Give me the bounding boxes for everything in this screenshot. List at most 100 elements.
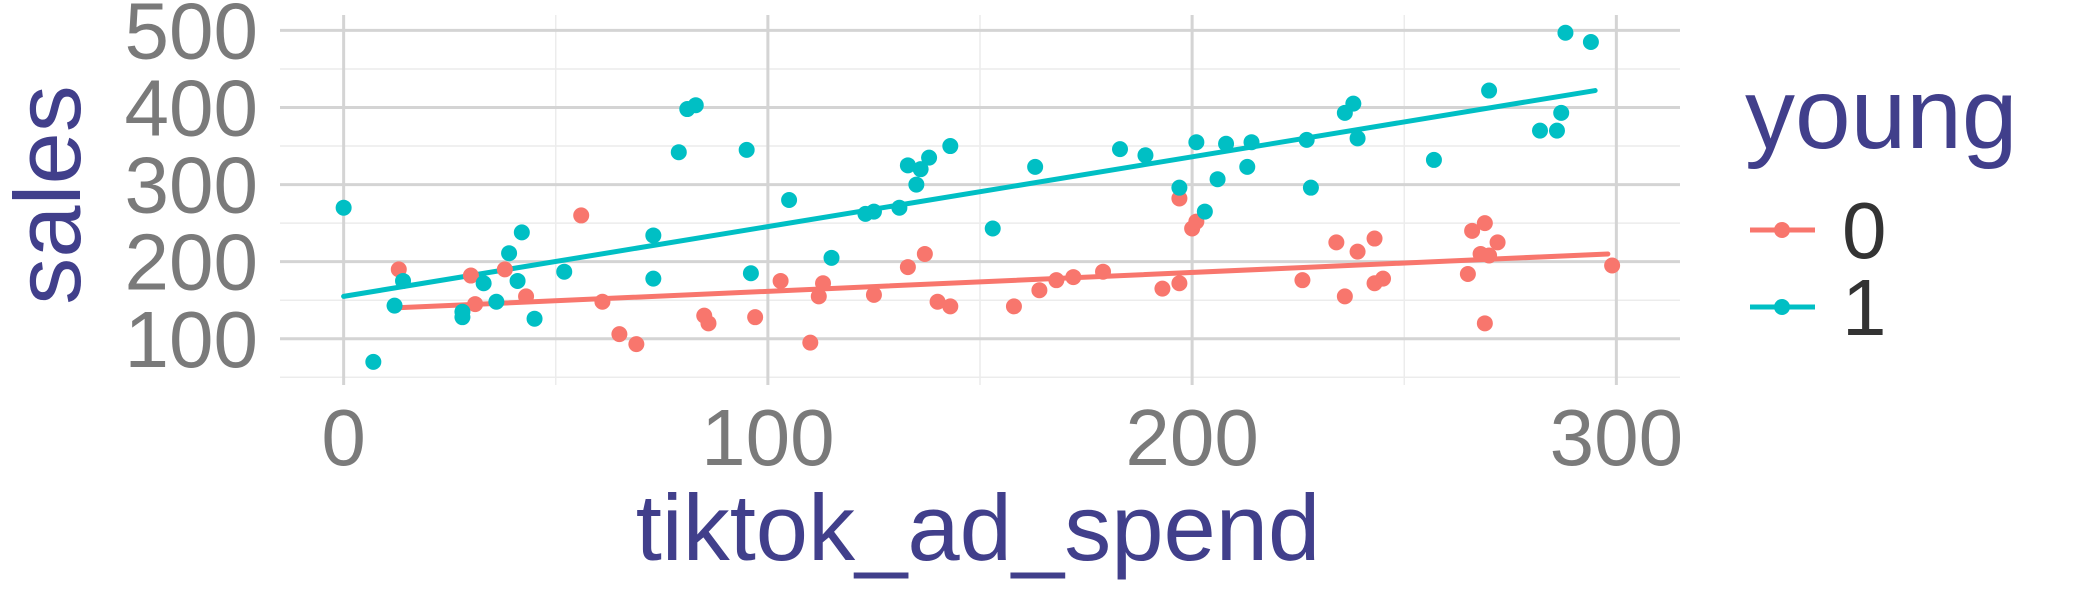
- data-point-series-1: [899, 157, 916, 174]
- data-point-series-1: [1349, 130, 1366, 147]
- data-point-series-0: [747, 309, 764, 326]
- legend-key-dot: [1774, 222, 1790, 238]
- data-point-series-0: [929, 293, 946, 310]
- data-point-series-0: [1604, 257, 1621, 274]
- x-tick-label: 300: [1550, 393, 1683, 482]
- data-point-series-1: [335, 199, 352, 216]
- data-point-series-0: [1095, 263, 1112, 280]
- data-point-series-1: [1027, 158, 1044, 175]
- data-point-series-0: [1476, 215, 1493, 232]
- trend-lines: [341, 88, 1611, 311]
- data-point-series-0: [916, 245, 933, 262]
- data-point-series-0: [865, 286, 882, 303]
- data-point-series-0: [815, 275, 832, 292]
- data-point-series-1: [386, 297, 403, 314]
- data-point-series-1: [1425, 151, 1442, 168]
- data-point-series-1: [1188, 134, 1205, 151]
- data-point-series-0: [942, 298, 959, 315]
- data-point-series-1: [501, 245, 518, 262]
- data-point-series-1: [1298, 131, 1315, 148]
- data-point-series-1: [1345, 95, 1362, 112]
- data-point-series-0: [1048, 272, 1065, 289]
- data-point-series-0: [1375, 270, 1392, 287]
- data-point-series-1: [865, 203, 882, 220]
- data-point-series-1: [1548, 122, 1565, 139]
- grid: [280, 15, 1680, 385]
- y-tick-label: 400: [125, 64, 258, 153]
- data-point-series-1: [1218, 135, 1235, 152]
- data-point-series-1: [645, 270, 662, 287]
- data-point-series-0: [1481, 247, 1498, 264]
- legend-title: young: [1745, 58, 2017, 170]
- trend-line-series-1: [341, 88, 1598, 299]
- data-point-series-0: [1328, 234, 1345, 251]
- data-point-series-1: [908, 176, 925, 193]
- data-point-series-0: [1336, 288, 1353, 305]
- data-point-series-1: [1112, 141, 1128, 158]
- data-point-series-1: [509, 272, 526, 289]
- data-point-series-1: [454, 303, 471, 320]
- data-point-series-1: [891, 199, 908, 216]
- data-point-series-0: [462, 267, 479, 284]
- data-point-series-1: [742, 265, 759, 282]
- data-point-series-1: [921, 149, 938, 166]
- data-point-series-0: [802, 334, 819, 351]
- x-tick-label: 200: [1125, 393, 1258, 482]
- data-point-series-1: [1196, 203, 1213, 220]
- data-point-series-1: [556, 263, 573, 280]
- data-point-series-1: [365, 353, 382, 370]
- data-point-series-0: [1464, 222, 1481, 239]
- data-point-series-1: [1557, 24, 1574, 41]
- data-point-series-0: [1005, 298, 1022, 315]
- data-point-series-0: [1154, 280, 1171, 297]
- data-point-series-1: [738, 141, 755, 158]
- data-point-series-1: [670, 144, 687, 161]
- data-point-series-0: [467, 296, 484, 313]
- data-point-series-1: [912, 161, 929, 178]
- y-tick-label: 200: [125, 218, 258, 307]
- data-point-series-0: [1476, 315, 1493, 332]
- data-point-series-1: [1582, 33, 1599, 50]
- data-point-series-0: [1065, 269, 1082, 286]
- x-tick-label: 100: [701, 393, 834, 482]
- data-point-series-0: [518, 288, 535, 305]
- data-point-series-1: [645, 227, 662, 244]
- legend-label-0: 0: [1842, 186, 1887, 275]
- data-point-series-1: [526, 310, 543, 327]
- data-point-series-1: [1481, 82, 1498, 99]
- data-point-series-1: [1243, 134, 1260, 151]
- data-point-series-0: [1349, 243, 1366, 260]
- y-tick-label: 300: [125, 141, 258, 230]
- data-point-series-1: [1171, 179, 1188, 196]
- data-point-series-0: [899, 259, 916, 276]
- legend-key-dot: [1774, 299, 1790, 315]
- data-point-series-1: [942, 138, 959, 155]
- data-point-series-1: [395, 272, 412, 289]
- data-point-series-1: [687, 97, 704, 114]
- data-point-series-1: [1302, 179, 1319, 196]
- data-point-series-1: [1239, 158, 1256, 175]
- data-point-series-1: [488, 293, 505, 310]
- y-tick-label: 500: [125, 0, 258, 75]
- x-tick-label: 0: [321, 393, 366, 482]
- data-point-series-1: [475, 275, 492, 292]
- data-point-series-0: [1031, 282, 1048, 299]
- x-axis-title: tiktok_ad_spend: [636, 475, 1321, 580]
- data-points: [335, 24, 1621, 370]
- data-point-series-0: [496, 261, 513, 278]
- data-point-series-0: [772, 272, 789, 289]
- data-point-series-0: [573, 207, 590, 224]
- legend-label-1: 1: [1842, 263, 1887, 352]
- data-point-series-1: [984, 220, 1001, 237]
- data-point-series-0: [1294, 272, 1311, 289]
- data-point-series-1: [1209, 171, 1226, 188]
- data-point-series-0: [1459, 266, 1476, 282]
- y-tick-label: 100: [125, 295, 258, 384]
- data-point-series-1: [513, 224, 530, 241]
- data-point-series-1: [781, 192, 798, 208]
- data-point-series-1: [823, 249, 840, 266]
- data-point-series-1: [1553, 104, 1570, 121]
- data-point-series-0: [611, 326, 628, 343]
